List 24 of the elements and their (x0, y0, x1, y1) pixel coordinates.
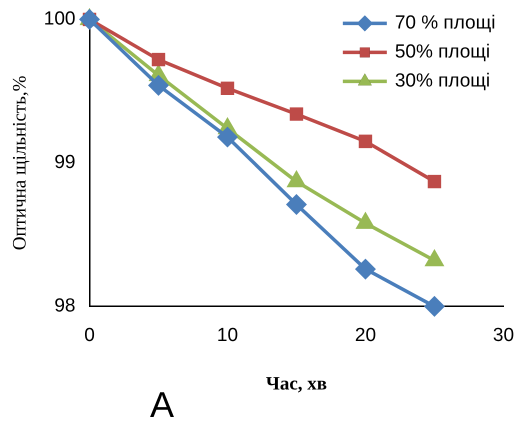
point (358, 134, 372, 148)
y-tick-label: 99 (54, 152, 76, 174)
x-tick-label: 10 (216, 325, 238, 346)
point (220, 82, 234, 95)
x-axis-title: Час, хв (266, 374, 328, 395)
y-tick-label: 100 (44, 8, 76, 30)
y-tick-label: 98 (54, 296, 76, 317)
x-tick-label: 30 (492, 325, 514, 346)
legend-label: 50% площі (394, 42, 490, 63)
point (152, 52, 166, 66)
legend-label: 30% площі (394, 70, 490, 92)
point (290, 107, 304, 121)
point (424, 296, 444, 316)
y-axis-title: Оптична щільність,% (9, 75, 30, 250)
x-tick-label: 0 (84, 325, 95, 346)
x-tick-label: 20 (354, 325, 376, 346)
legend-label: 70 % площі (394, 12, 496, 34)
point (286, 194, 306, 214)
text: А (150, 384, 174, 426)
point (428, 174, 442, 188)
point (80, 10, 100, 30)
point (148, 76, 168, 96)
point (218, 127, 238, 147)
point (356, 259, 376, 279)
